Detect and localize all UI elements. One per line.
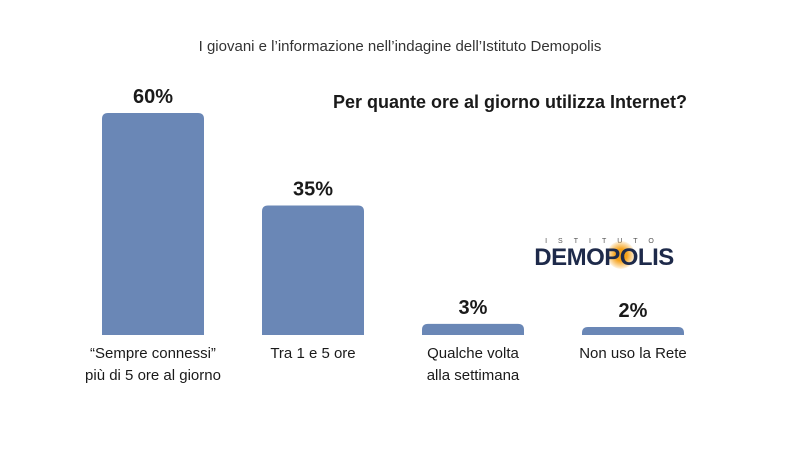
logo-sun-icon <box>607 241 635 269</box>
category-label-2: Qualche volta alla settimana <box>388 343 558 387</box>
chart-question: Per quante ore al giorno utilizza Intern… <box>332 92 688 112</box>
category-label-line: alla settimana <box>426 367 520 384</box>
page-title: I giovani e l’informazione nell’indagine… <box>198 38 602 55</box>
category-label-0: “Sempre connessi” più di 5 ore al giorno <box>68 343 238 387</box>
value-label-0: 60% <box>133 86 173 108</box>
demopolis-logo: ISTITUTO DEMOPOLIS <box>524 238 684 272</box>
value-label-2: 3% <box>459 297 488 319</box>
bar-2 <box>422 323 524 335</box>
category-label-1: Tra 1 e 5 ore <box>228 343 398 365</box>
bar-3 <box>582 327 684 335</box>
category-label-line: “Sempre connessi” <box>90 345 216 362</box>
bar-0 <box>102 113 204 335</box>
category-label-line: più di 5 ore al giorno <box>85 367 221 384</box>
logo-top-text: ISTITUTO <box>545 238 665 245</box>
value-label-3: 2% <box>619 300 648 322</box>
logo-main-text: DEMOPOLIS <box>534 244 674 271</box>
category-label-line: Tra 1 e 5 ore <box>270 345 356 362</box>
bar-1 <box>262 205 364 335</box>
category-label-line: Non uso la Rete <box>579 345 687 362</box>
category-label-3: Non uso la Rete <box>548 343 718 365</box>
value-label-1: 35% <box>293 179 333 201</box>
category-label-line: Qualche volta <box>427 345 519 362</box>
